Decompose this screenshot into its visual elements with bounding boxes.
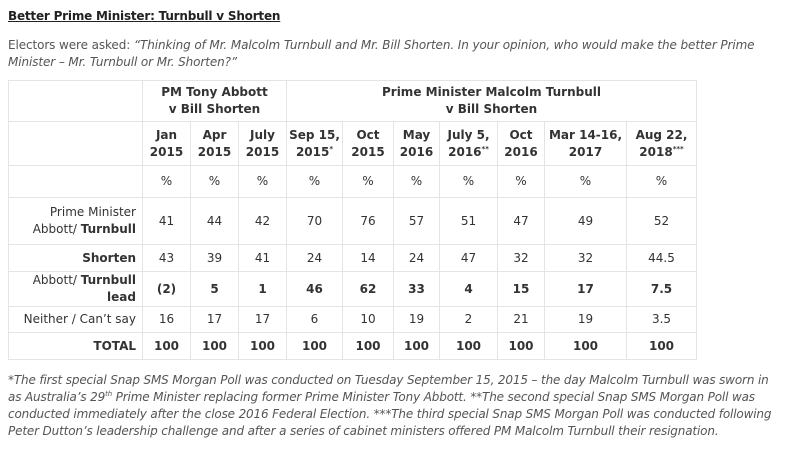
column-header: May 2016 (393, 121, 440, 166)
unit-cell: % (238, 165, 287, 198)
value-cell: 32 (497, 244, 545, 272)
value-cell: 44 (190, 197, 239, 245)
abbott-group-header: PM Tony Abbott v Bill Shorten (142, 80, 287, 122)
value-cell: 100 (286, 332, 343, 360)
column-header: Jan 2015 (142, 121, 191, 166)
table-row: Abbott/ Turnbull lead (2) 5 1 46 62 33 4 15 17 7.5 (8, 271, 697, 307)
question-prefix: Electors were asked: (8, 38, 131, 52)
value-cell: 41 (142, 197, 191, 245)
column-header: Aug 22, 2018*** (626, 121, 697, 166)
value-cell: (2) (142, 271, 191, 307)
value-cell: 5 (190, 271, 239, 307)
date-header-row: Jan 2015 Apr 2015 July 2015 Sep 15, 2015* Oct 201… (8, 121, 697, 166)
poll-table: PM Tony Abbott v Bill Shorten Prime Mini… (8, 80, 697, 360)
question-quote: “Thinking of Mr. Malcolm Turnbull and Mr… (8, 38, 755, 69)
corner-cell (8, 165, 143, 198)
value-cell: 76 (342, 197, 394, 245)
value-cell: 62 (342, 271, 394, 307)
value-cell: 41 (238, 244, 287, 272)
value-cell: 3.5 (626, 306, 697, 333)
unit-cell: % (342, 165, 394, 198)
value-cell: 17 (190, 306, 239, 333)
value-cell: 33 (393, 271, 440, 307)
value-cell: 19 (544, 306, 627, 333)
value-cell: 7.5 (626, 271, 697, 307)
row-label: Prime Minister Abbott/ Turnbull (8, 197, 143, 245)
value-cell: 52 (626, 197, 697, 245)
value-cell: 19 (393, 306, 440, 333)
value-cell: 4 (439, 271, 498, 307)
column-header: Apr 2015 (190, 121, 239, 166)
value-cell: 57 (393, 197, 440, 245)
value-cell: 24 (286, 244, 343, 272)
value-cell: 17 (544, 271, 627, 307)
value-cell: 2 (439, 306, 498, 333)
value-cell: 24 (393, 244, 440, 272)
unit-cell: % (626, 165, 697, 198)
unit-cell: % (439, 165, 498, 198)
value-cell: 16 (142, 306, 191, 333)
table-row: Shorten 43 39 41 24 14 24 47 32 32 44.5 (8, 244, 697, 272)
row-label: TOTAL (8, 332, 143, 360)
column-header: Mar 14-16, 2017 (544, 121, 627, 166)
value-cell: 44.5 (626, 244, 697, 272)
footnote: *The first special Snap SMS Morgan Poll … (8, 373, 772, 438)
value-cell: 1 (238, 271, 287, 307)
group-header-row: PM Tony Abbott v Bill Shorten Prime Mini… (8, 80, 697, 122)
value-cell: 100 (190, 332, 239, 360)
value-cell: 70 (286, 197, 343, 245)
value-cell: 49 (544, 197, 627, 245)
turnbull-group-header: Prime Minister Malcolm Turnbull v Bill S… (286, 80, 697, 122)
value-cell: 46 (286, 271, 343, 307)
unit-cell: % (286, 165, 343, 198)
value-cell: 10 (342, 306, 394, 333)
corner-cell (8, 80, 143, 122)
value-cell: 21 (497, 306, 545, 333)
question-text: Electors were asked: “Thinking of Mr. Ma… (8, 37, 778, 71)
unit-row: %%%%%%%%%% (8, 165, 697, 198)
footnote-superscript: th (105, 390, 112, 398)
unit-cell: % (393, 165, 440, 198)
table-row: TOTAL 100 100 100 100 100 100 100 100 100 100 (8, 332, 697, 360)
value-cell: 51 (439, 197, 498, 245)
column-header: July 5, 2016** (439, 121, 498, 166)
value-cell: 100 (238, 332, 287, 360)
value-cell: 100 (544, 332, 627, 360)
table-row: Neither / Can’t say 16 17 17 6 10 19 2 21 19 3.5 (8, 306, 697, 333)
value-cell: 100 (342, 332, 394, 360)
value-cell: 6 (286, 306, 343, 333)
row-label: Abbott/ Turnbull lead (8, 271, 143, 307)
value-cell: 32 (544, 244, 627, 272)
value-cell: 17 (238, 306, 287, 333)
page-title: Better Prime Minister: Turnbull v Shorte… (8, 9, 281, 23)
unit-cell: % (497, 165, 545, 198)
unit-cell: % (190, 165, 239, 198)
table-row: Prime Minister Abbott/ Turnbull 41 44 42 70 76… (8, 197, 697, 245)
value-cell: 15 (497, 271, 545, 307)
row-label: Shorten (8, 244, 143, 272)
value-cell: 100 (393, 332, 440, 360)
column-header: July 2015 (238, 121, 287, 166)
value-cell: 100 (439, 332, 498, 360)
value-cell: 39 (190, 244, 239, 272)
value-cell: 47 (497, 197, 545, 245)
value-cell: 100 (626, 332, 697, 360)
value-cell: 47 (439, 244, 498, 272)
column-header: Oct 2015 (342, 121, 394, 166)
value-cell: 43 (142, 244, 191, 272)
column-header: Oct 2016 (497, 121, 545, 166)
row-label: Neither / Can’t say (8, 306, 143, 333)
value-cell: 14 (342, 244, 394, 272)
unit-cell: % (544, 165, 627, 198)
unit-cell: % (142, 165, 191, 198)
corner-cell (8, 121, 143, 166)
value-cell: 100 (497, 332, 545, 360)
value-cell: 100 (142, 332, 191, 360)
value-cell: 42 (238, 197, 287, 245)
column-header: Sep 15, 2015* (286, 121, 343, 166)
